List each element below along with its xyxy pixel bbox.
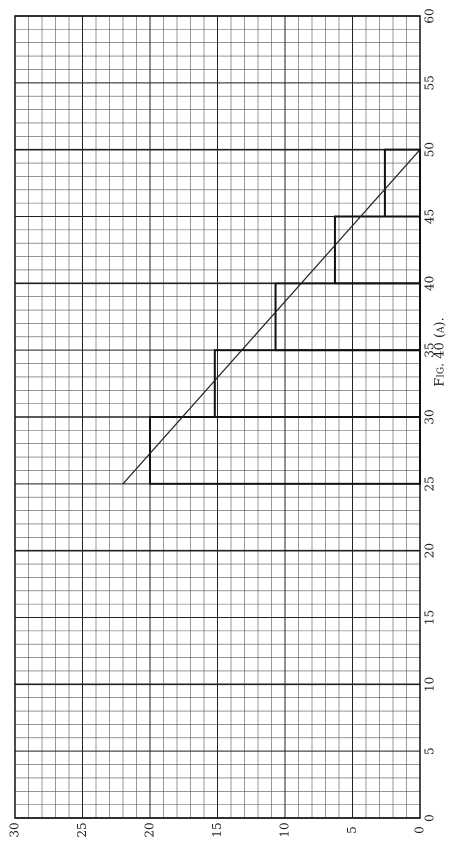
- x-tick-label: 15: [423, 610, 437, 625]
- y-tick-label: 0: [413, 826, 427, 834]
- x-tick-label: 25: [423, 476, 437, 491]
- x-tick-label: 60: [423, 8, 437, 23]
- y-tick-label: 30: [8, 822, 22, 837]
- bar: [333, 215, 422, 285]
- x-tick-label: 10: [423, 677, 437, 692]
- fit-line: [122, 149, 421, 485]
- x-tick-label: 35: [423, 343, 437, 358]
- chart-caption: Fig. 40 (a).: [433, 317, 448, 386]
- x-tick-label: 55: [423, 75, 437, 90]
- x-tick-label: 0: [423, 814, 437, 822]
- x-tick-label: 20: [423, 543, 437, 558]
- x-tick-label: 50: [423, 142, 437, 157]
- y-tick-label: 10: [278, 822, 292, 837]
- y-tick-label: 15: [210, 822, 224, 837]
- y-tick-label: 20: [143, 822, 157, 837]
- plot-frame: [14, 15, 421, 819]
- y-tick-label: 25: [75, 822, 89, 837]
- y-tick-label: 5: [345, 826, 359, 834]
- x-tick-label: 5: [423, 747, 437, 755]
- bar: [274, 282, 421, 352]
- x-tick-label: 40: [423, 276, 437, 291]
- x-tick-label: 30: [423, 409, 437, 424]
- bar: [213, 349, 421, 418]
- x-tick-label: 45: [423, 209, 437, 224]
